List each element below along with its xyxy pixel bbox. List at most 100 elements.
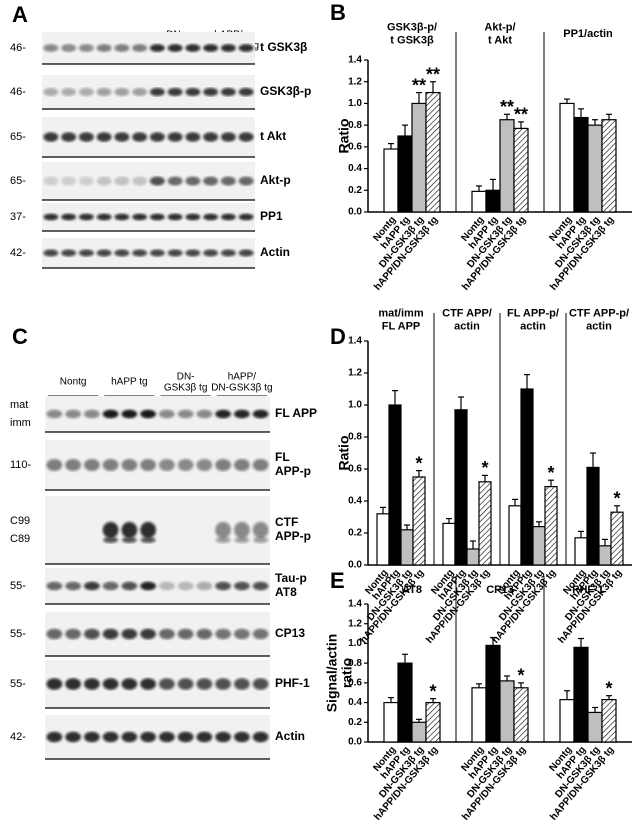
significance: ** xyxy=(500,97,514,117)
band xyxy=(78,176,94,186)
band xyxy=(203,44,219,52)
band xyxy=(215,678,231,690)
bar xyxy=(610,511,624,566)
y-tick-label: 0.2 xyxy=(348,185,362,196)
band xyxy=(65,628,81,640)
band xyxy=(177,459,194,471)
band xyxy=(132,249,148,257)
significance: * xyxy=(517,666,524,686)
size-marker: C89 xyxy=(10,533,30,545)
blot-label: t Akt xyxy=(260,129,286,143)
y-tick-label: 0.2 xyxy=(348,528,362,539)
band xyxy=(61,213,77,221)
y-tick-label: 0.8 xyxy=(348,120,362,131)
band xyxy=(102,731,119,743)
group-title: CTF APP-p/actin xyxy=(569,307,629,332)
band xyxy=(114,87,130,97)
bar xyxy=(412,476,426,566)
band xyxy=(121,521,138,539)
band xyxy=(177,581,194,591)
band xyxy=(114,176,130,186)
band xyxy=(96,87,112,97)
band xyxy=(215,409,231,419)
significance: ** xyxy=(412,75,426,95)
band xyxy=(149,44,165,52)
band xyxy=(177,628,194,640)
band xyxy=(149,176,165,186)
band xyxy=(96,213,112,221)
band xyxy=(140,678,156,690)
band xyxy=(252,459,269,471)
band xyxy=(65,409,81,419)
band xyxy=(78,87,94,97)
significance: * xyxy=(415,453,422,473)
band xyxy=(203,87,219,97)
y-tick-label: 0.8 xyxy=(348,432,362,443)
band xyxy=(185,176,201,186)
band xyxy=(78,249,94,257)
band xyxy=(203,132,219,142)
band xyxy=(96,176,112,186)
band xyxy=(43,176,59,186)
band xyxy=(185,87,201,97)
band xyxy=(114,213,130,221)
band xyxy=(238,132,254,142)
bar xyxy=(397,135,413,213)
band xyxy=(65,678,81,690)
band xyxy=(234,409,250,419)
band xyxy=(46,678,63,690)
band xyxy=(177,678,194,690)
band xyxy=(234,731,250,743)
band xyxy=(65,581,81,591)
y-tick-label: 0.4 xyxy=(348,163,362,174)
blot-strip xyxy=(45,568,270,604)
band xyxy=(46,459,63,471)
lane-label: hAPP/DN-GSK3β tg xyxy=(211,371,272,393)
lane-label: Nontg xyxy=(60,377,87,388)
band xyxy=(121,537,137,543)
band xyxy=(43,132,59,142)
band xyxy=(196,581,213,591)
band xyxy=(252,409,269,419)
bar xyxy=(471,190,487,213)
band xyxy=(132,213,148,221)
blot-label: FL APP xyxy=(275,406,317,420)
band xyxy=(96,44,112,52)
band xyxy=(78,213,94,221)
band xyxy=(177,409,194,419)
y-axis-title: Ratio xyxy=(336,436,352,471)
band xyxy=(252,731,269,743)
band xyxy=(159,731,175,743)
band xyxy=(159,581,175,591)
group-title: FL APP-p/actin xyxy=(507,307,559,332)
bar xyxy=(454,409,468,566)
y-tick-label: 0.0 xyxy=(348,560,362,571)
band xyxy=(43,249,59,257)
bar xyxy=(411,102,427,213)
band xyxy=(234,537,250,543)
bar xyxy=(425,701,441,743)
bar xyxy=(573,116,589,213)
band xyxy=(159,459,175,471)
band xyxy=(61,176,77,186)
blot-label: Tau-p AT8 xyxy=(275,571,307,599)
size-marker: 42- xyxy=(10,731,26,743)
band xyxy=(252,678,269,690)
y-tick-label: 1.0 xyxy=(348,400,362,411)
bar xyxy=(574,537,588,566)
blot-label: Akt-p xyxy=(260,173,291,187)
band xyxy=(43,44,59,52)
band xyxy=(203,176,219,186)
y-tick-label: 0.4 xyxy=(348,697,362,708)
group-title: AT8 xyxy=(402,584,422,596)
group-title: Akt-p/t Akt xyxy=(484,21,515,46)
blot-label: Actin xyxy=(260,245,290,259)
band xyxy=(167,87,183,97)
lane-label: hAPP tg xyxy=(111,377,148,388)
y-tick-label: 0.0 xyxy=(348,207,362,218)
band xyxy=(159,678,175,690)
band xyxy=(252,628,269,640)
band xyxy=(167,213,183,221)
panel-letter: A xyxy=(12,2,28,27)
significance: * xyxy=(605,678,612,698)
